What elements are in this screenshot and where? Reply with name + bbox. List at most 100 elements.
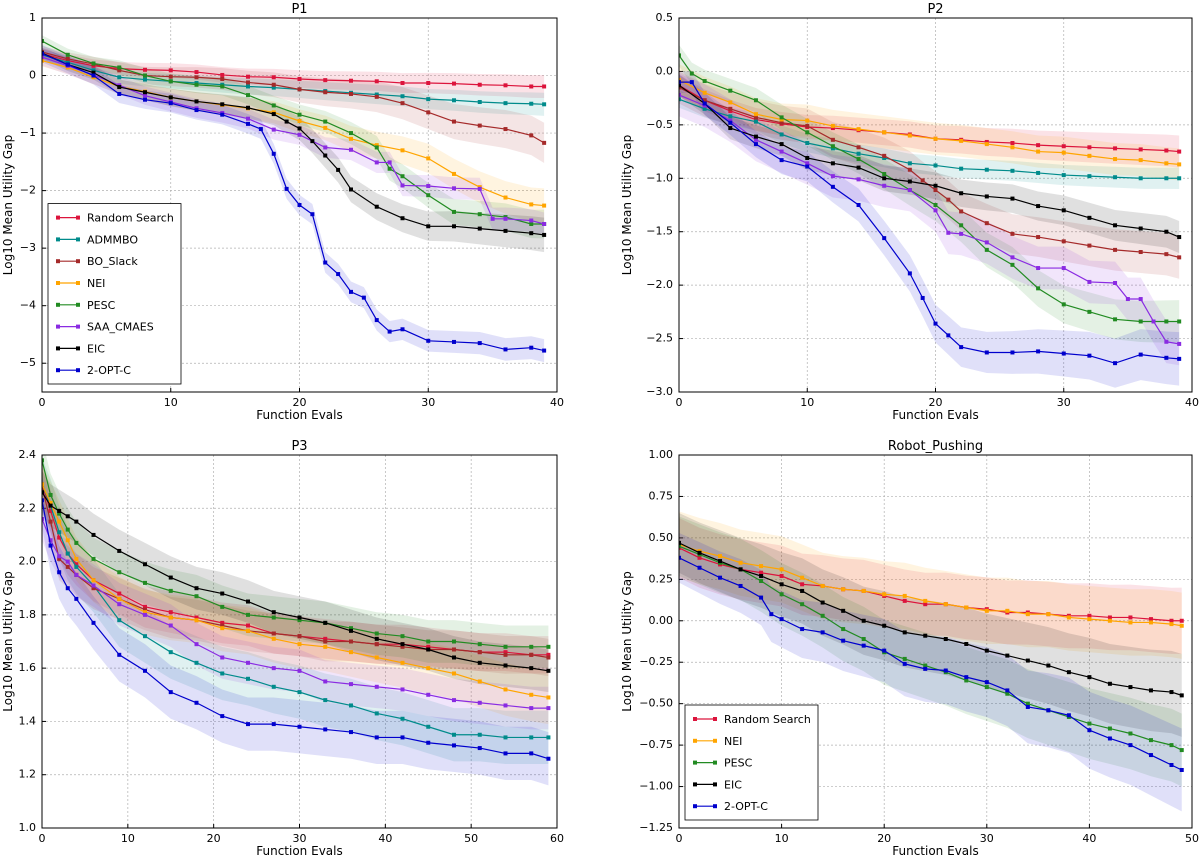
data-point <box>882 155 887 160</box>
series-line <box>679 94 1180 345</box>
legend-marker <box>76 346 80 351</box>
data-point <box>753 119 758 124</box>
series-bo-slack <box>42 49 547 145</box>
data-point <box>194 75 199 80</box>
series-line <box>679 542 1182 696</box>
data-point <box>1036 170 1041 175</box>
data-point <box>220 623 225 628</box>
data-point <box>426 81 431 86</box>
data-point <box>349 639 353 644</box>
confidence-band <box>679 73 1180 366</box>
data-point <box>168 623 173 628</box>
x-tick-label: 30 <box>980 832 994 845</box>
data-point <box>542 203 547 208</box>
data-point <box>374 160 379 165</box>
data-point <box>258 127 263 132</box>
data-point <box>1177 319 1182 324</box>
data-point <box>477 746 482 751</box>
confidence-band <box>679 513 1182 737</box>
data-point <box>759 578 764 583</box>
data-point <box>984 680 989 685</box>
data-point <box>42 55 44 60</box>
data-point <box>728 108 733 113</box>
data-point <box>246 84 250 89</box>
legend-box <box>47 203 182 385</box>
data-point <box>728 106 733 111</box>
data-point <box>91 532 96 537</box>
data-point <box>426 184 431 189</box>
data-point <box>779 592 784 597</box>
data-point <box>297 724 302 729</box>
y-tick-label: 0.0 <box>656 64 674 77</box>
data-point <box>48 519 53 524</box>
data-point <box>1138 352 1143 357</box>
confidence-band <box>679 511 1182 659</box>
y-tick-label: 1 <box>29 11 36 24</box>
data-point <box>1107 615 1112 620</box>
data-point <box>57 554 62 559</box>
data-point <box>452 209 456 214</box>
data-point <box>220 655 225 660</box>
data-point <box>1128 731 1133 736</box>
data-point <box>400 716 405 721</box>
data-point <box>143 90 147 95</box>
data-point <box>48 538 53 543</box>
confidence-band <box>679 516 1182 787</box>
data-point <box>1066 615 1071 620</box>
data-point <box>1061 302 1066 307</box>
data-point <box>830 123 835 128</box>
data-point <box>529 692 534 697</box>
data-point <box>1128 685 1133 690</box>
data-point <box>452 171 456 176</box>
data-point <box>1148 617 1153 622</box>
data-point <box>374 655 379 660</box>
data-point <box>323 727 328 732</box>
legend-marker <box>56 259 60 264</box>
data-point <box>933 208 938 213</box>
subplot-p3: 0 10 20 30 40 50 60 1.0 1.2 1.4 1.6 1.8 2.0 2.2 2.4 P3 F… <box>1 439 564 858</box>
data-point <box>856 127 861 132</box>
legend-marker <box>76 259 80 264</box>
legend-item: EIC <box>56 342 105 355</box>
data-point <box>271 636 276 641</box>
y-tick-label: 1.4 <box>19 714 37 727</box>
legend-marker <box>713 804 717 809</box>
axes-frame <box>678 17 1193 393</box>
data-point <box>168 588 173 593</box>
data-point <box>452 698 456 703</box>
legend-marker <box>713 760 717 765</box>
data-point <box>1148 753 1153 758</box>
data-point <box>349 289 353 294</box>
series-pesc <box>679 53 1182 324</box>
data-point <box>503 650 508 655</box>
series-saa-cmaes <box>42 516 551 711</box>
data-point <box>882 623 887 628</box>
data-point <box>452 98 456 103</box>
data-point <box>1113 247 1118 252</box>
data-point <box>779 582 784 587</box>
data-point <box>861 588 866 593</box>
data-point <box>168 79 173 84</box>
data-point <box>1005 688 1010 693</box>
axes-frame <box>41 17 558 393</box>
data-point <box>1125 297 1130 302</box>
legend-item: ADMMBO <box>56 233 138 246</box>
data-point <box>452 655 456 660</box>
data-point <box>220 112 225 117</box>
data-point <box>1177 235 1182 240</box>
series-admmbo <box>679 97 1182 181</box>
data-point <box>310 139 315 144</box>
data-point <box>349 187 353 192</box>
data-point <box>117 570 122 575</box>
data-point <box>959 166 964 171</box>
data-point <box>943 668 948 673</box>
data-point <box>1061 351 1066 356</box>
legend-marker <box>76 281 80 285</box>
data-point <box>546 695 551 700</box>
data-point <box>1164 148 1169 153</box>
data-point <box>503 703 508 708</box>
data-point <box>1164 355 1169 360</box>
data-point <box>1036 286 1041 291</box>
data-point <box>923 598 928 603</box>
data-point <box>718 575 723 580</box>
